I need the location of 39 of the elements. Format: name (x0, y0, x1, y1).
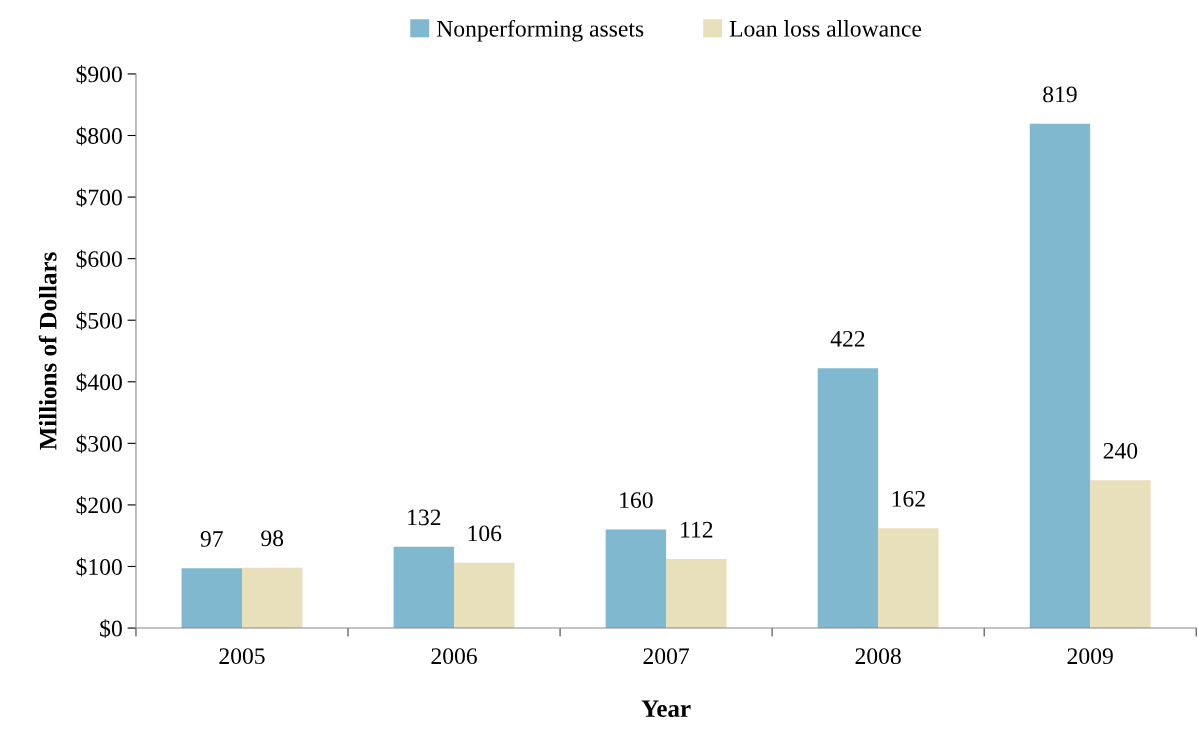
x-tick-label: 2005 (219, 648, 265, 665)
y-tick-label: $0 (100, 619, 122, 639)
y-tick-label: $800 (76, 126, 122, 146)
x-tick-label: 2008 (855, 648, 901, 665)
y-tick-label: $500 (76, 311, 122, 331)
data-label: 98 (261, 530, 284, 547)
bar (181, 568, 242, 629)
x-tick-label: 2009 (1067, 648, 1113, 665)
y-tick-label: $600 (76, 249, 122, 269)
bar (605, 529, 667, 629)
bar (1090, 480, 1151, 629)
bar (878, 528, 939, 629)
legend-label: Nonperforming assets (436, 19, 644, 42)
data-label: 240 (1103, 442, 1138, 459)
x-axis-title: Year (641, 700, 691, 718)
data-label: 97 (200, 531, 223, 547)
bar (817, 368, 879, 629)
data-label: 160 (620, 492, 653, 509)
legend-label: Loan loss allowance (729, 20, 922, 37)
bar (242, 567, 303, 629)
data-label: 422 (830, 330, 865, 347)
bar (454, 562, 515, 629)
y-tick-label: $400 (76, 372, 122, 392)
bar (666, 559, 727, 629)
bar (1029, 123, 1091, 629)
y-tick-label: $200 (76, 496, 122, 515)
y-axis-title: Millions of Dollars (38, 252, 57, 450)
data-label: 112 (681, 521, 713, 538)
data-label: 819 (1043, 86, 1077, 103)
y-tick-label: $100 (76, 557, 122, 577)
bar (393, 546, 455, 629)
y-tick-label: $900 (76, 65, 122, 84)
x-tick-label: 2006 (431, 648, 477, 665)
x-tick-label: 2007 (643, 648, 690, 665)
data-label: 132 (408, 509, 441, 526)
y-tick-label: $700 (76, 188, 122, 208)
y-tick-label: $300 (76, 434, 122, 454)
data-label: 106 (468, 525, 502, 542)
data-label: 162 (892, 490, 925, 507)
